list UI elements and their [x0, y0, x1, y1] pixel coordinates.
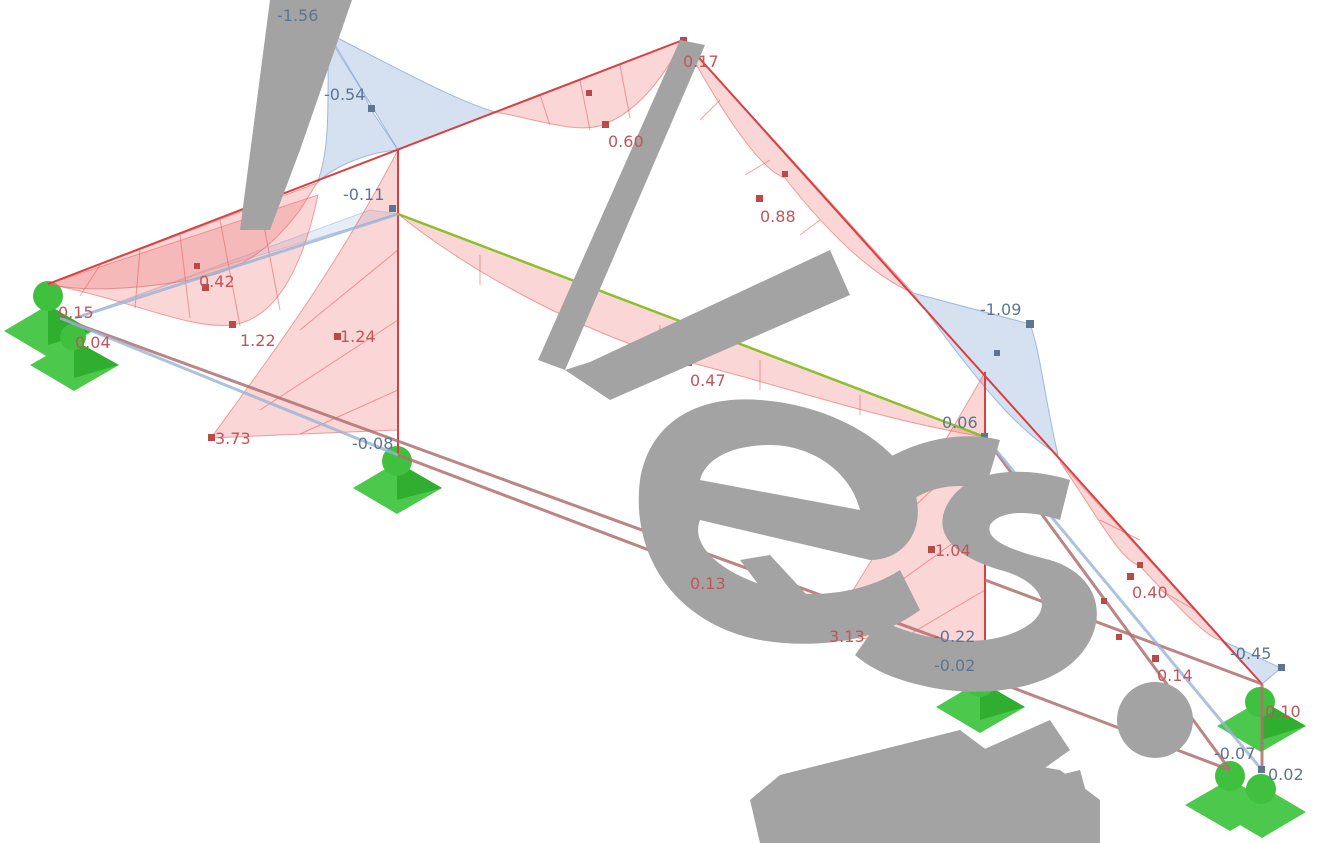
label-left-post-base: 3.73 [215, 429, 251, 448]
label-left-eave-a: 0.42 [199, 272, 235, 291]
label-right-knee: -1.09 [980, 300, 1021, 319]
value-labels: -1.56 -0.54 0.17 0.60 -0.11 0.88 0.42 1.… [58, 6, 1304, 784]
label-right-support-a: 0.10 [1265, 702, 1301, 721]
support-left-back [30, 324, 119, 391]
label-top-left-inner: -0.54 [324, 85, 365, 104]
support-middle [353, 446, 442, 514]
label-ridge: 0.17 [683, 52, 719, 71]
watermark [240, 0, 1193, 843]
label-beam-mid: 0.47 [690, 371, 726, 390]
label-right-rafter-mid: 0.88 [760, 207, 796, 226]
label-right-post-base: 3.13 [829, 627, 865, 646]
label-left-eave-b: 1.22 [240, 331, 276, 350]
label-left-post-top: -0.11 [343, 185, 384, 204]
label-left-support-b: 0.04 [75, 333, 111, 352]
label-top-left-peak: -1.56 [277, 6, 318, 25]
label-right-post-top: 0.06 [942, 413, 978, 432]
label-right-support-c: 0.02 [1268, 765, 1304, 784]
label-right-col-a: -0.22 [934, 627, 975, 646]
label-right-brace: 0.14 [1157, 666, 1193, 685]
label-bottom-mid: 0.13 [690, 574, 726, 593]
label-left-post-mid: 1.24 [340, 327, 376, 346]
label-left-support-a: 0.15 [58, 303, 94, 322]
label-right-col-b: -0.02 [934, 656, 975, 675]
label-right-support-b: -0.07 [1214, 744, 1255, 763]
label-left-col-base: -0.08 [352, 434, 393, 453]
label-right-eave-neg: -0.45 [1230, 644, 1271, 663]
label-right-rafter-low: 0.40 [1132, 583, 1168, 602]
label-left-rafter-mid: 0.60 [608, 132, 644, 151]
label-right-post-mid: 1.04 [935, 541, 971, 560]
